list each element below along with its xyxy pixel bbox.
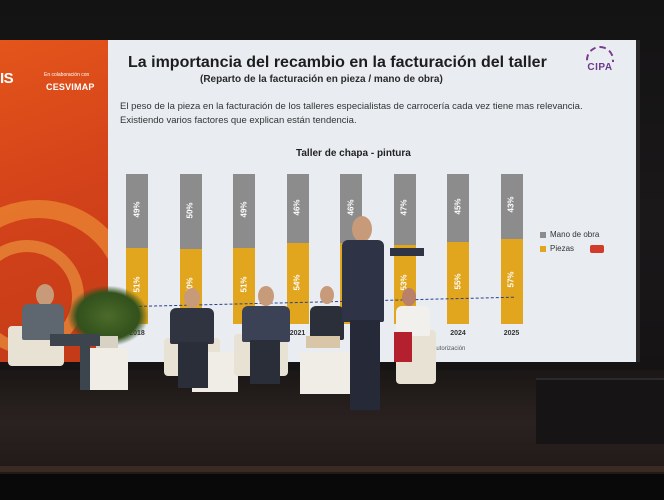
panelist (20, 282, 100, 392)
bar-segment-piezas (500, 238, 523, 324)
data-label-piezas: 55% (453, 273, 463, 290)
stage-edge (0, 474, 664, 500)
panelist (392, 288, 436, 378)
data-label-mano-de-obra: 46% (346, 198, 356, 216)
data-label-mano-de-obra: 46% (292, 198, 302, 216)
bar-2020: 49% 51% (233, 174, 255, 324)
bar-segment-mano-de-obra (179, 174, 202, 249)
cesvimap-logo: CESVIMAP (46, 82, 95, 92)
legend-item-mano-de-obra: Mano de obra (540, 230, 599, 239)
stage-monitor (536, 378, 664, 444)
bar-segment-mano-de-obra (126, 174, 148, 248)
car-icon (590, 244, 605, 253)
legend-label: Mano de obra (550, 230, 600, 239)
cipa-logo: CIPA (580, 46, 620, 78)
stage-stripe (0, 466, 664, 472)
chart-title: Taller de chapa - pintura (296, 148, 411, 159)
bar-2024: 45% 55% (447, 174, 469, 324)
data-label-piezas: 57% (506, 271, 516, 288)
bar-2021: 46% 54% (286, 174, 309, 324)
panelist (236, 286, 296, 386)
bar-segment-mano-de-obra (233, 174, 255, 248)
x-tick-label: 2024 (450, 330, 466, 337)
data-label-mano-de-obra: 50% (185, 201, 195, 219)
x-tick-label: 2025 (503, 330, 520, 337)
bar-segment-piezas (233, 247, 255, 324)
collaboration-label: En colaboración con (44, 72, 90, 78)
panelist (300, 286, 350, 386)
legend-swatch (540, 231, 546, 238)
speaker (336, 216, 436, 416)
bar-segment-mano-de-obra (500, 174, 523, 239)
cipa-logo-text: CIPA (587, 62, 613, 73)
footer-note: bajo autorización (420, 346, 466, 352)
slide-title: La importancia del recambio en la factur… (128, 54, 547, 71)
legend-item-piezas: Piezas (540, 244, 605, 253)
side-table (86, 348, 128, 390)
bar-segment-mano-de-obra (447, 174, 469, 242)
bar-segment-mano-de-obra (393, 174, 416, 245)
slide-paragraph: El peso de la pieza en la facturación de… (120, 101, 583, 126)
panelist (164, 288, 224, 388)
bar-segment-piezas (286, 243, 309, 324)
bar-2025: 43% 57% (500, 174, 523, 324)
x-tick-label: 2021 (289, 330, 306, 337)
data-label-mano-de-obra: 45% (453, 198, 463, 215)
legend-swatch (540, 245, 546, 252)
bar-segment-piezas (447, 241, 469, 324)
legend-label: Piezas (550, 244, 575, 253)
event-logo: IS (0, 70, 14, 87)
sun-icon (586, 46, 614, 62)
data-label-mano-de-obra: 49% (132, 201, 142, 218)
data-label-mano-de-obra: 49% (239, 201, 249, 218)
slide-subtitle: (Reparto de la facturación en pieza / ma… (200, 74, 443, 85)
data-label-mano-de-obra: 47% (399, 199, 409, 216)
bar-segment-mano-de-obra (286, 174, 309, 243)
data-label-mano-de-obra: 43% (506, 196, 516, 213)
